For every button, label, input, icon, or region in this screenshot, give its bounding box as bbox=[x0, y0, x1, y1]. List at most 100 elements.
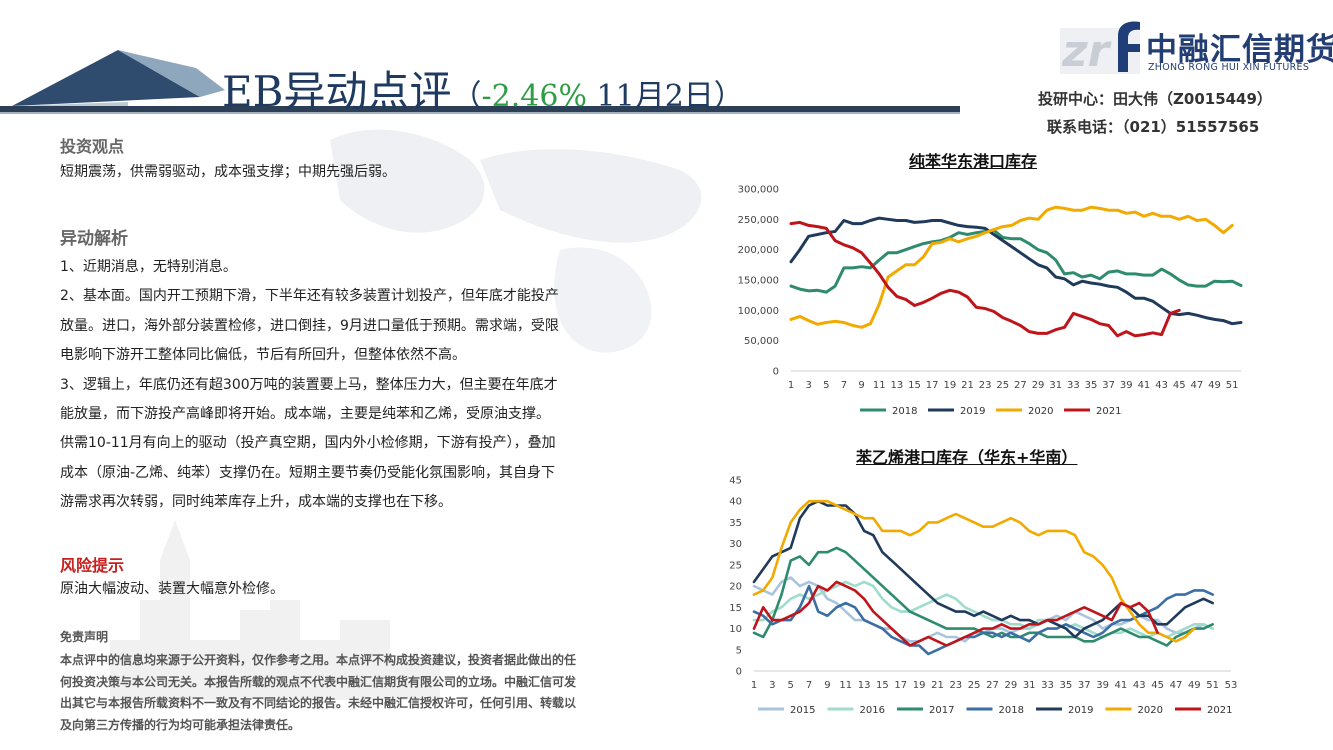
series-line-2017 bbox=[752, 546, 1214, 647]
analysis-line: 电影响下游开工整体同比偏低，节后有所回升，但整体依然不高。 bbox=[60, 347, 466, 364]
x-tick-label: 11 bbox=[839, 680, 852, 691]
x-tick-label: 3 bbox=[805, 380, 811, 391]
legend-label-2020: 2020 bbox=[1138, 705, 1163, 716]
svg-text:zr: zr bbox=[1062, 26, 1112, 76]
x-tick-label: 23 bbox=[949, 680, 962, 691]
disclaimer-line: 何投资决策与本公司无关。本报告所载的观点不代表中融汇信期货有限公司的立场。中融汇… bbox=[60, 674, 577, 689]
y-tick-label: 250,000 bbox=[738, 215, 779, 226]
series-line-2021 bbox=[752, 580, 1159, 647]
analysis-line: 2、基本面。国内开工预期下滑，下半年还有较多装置计划投产，但年底才能投产 bbox=[60, 288, 559, 305]
analysis-line: 3、逻辑上，年底仍还有超300万吨的装置要上马，整体压力大，但主要在年底才 bbox=[60, 376, 558, 393]
series-line-2019 bbox=[752, 499, 1214, 639]
x-tick-label: 51 bbox=[1226, 380, 1239, 391]
x-tick-label: 9 bbox=[858, 380, 864, 391]
x-tick-label: 21 bbox=[961, 380, 974, 391]
x-tick-label: 3 bbox=[769, 680, 775, 691]
y-tick-label: 25 bbox=[729, 560, 742, 571]
analysis-line: 1、近期消息，无特别消息。 bbox=[60, 259, 237, 275]
x-tick-label: 37 bbox=[1102, 380, 1115, 391]
legend-label-2015: 2015 bbox=[790, 705, 815, 716]
series-line-2020 bbox=[752, 499, 1196, 643]
x-tick-label: 43 bbox=[1155, 380, 1168, 391]
x-tick-label: 25 bbox=[996, 380, 1009, 391]
investment-view-text: 短期震荡，供需弱驱动，成本强支撑；中期先强后弱。 bbox=[60, 164, 396, 180]
x-tick-label: 17 bbox=[894, 680, 907, 691]
analysis-line: 游需求再次转弱，同时纯苯库存上升，成本端的支撑也在下移。 bbox=[60, 494, 452, 511]
phone-info: 联系电话：（021）51557565 bbox=[1047, 118, 1260, 136]
series-line-2019 bbox=[789, 216, 1243, 326]
x-tick-label: 47 bbox=[1191, 380, 1204, 391]
styrene-chart-title: 苯乙烯港口库存（华东+华南） bbox=[856, 448, 1078, 467]
analysis-line: 供需10-11月有向上的驱动（投产真空期，国内外小检修期，下游有投产），叠加 bbox=[60, 435, 556, 452]
x-tick-label: 1 bbox=[788, 380, 794, 391]
series-line-2018 bbox=[789, 228, 1243, 294]
logo-english-name: ZHONG RONG HUI XIN FUTURES bbox=[1148, 62, 1310, 73]
y-tick-label: 20 bbox=[729, 582, 742, 593]
legend-label-2018: 2018 bbox=[999, 705, 1024, 716]
x-tick-label: 37 bbox=[1078, 680, 1091, 691]
x-tick-label: 17 bbox=[926, 380, 939, 391]
analysis-heading: 异动解析 bbox=[60, 229, 128, 249]
legend-label-2017: 2017 bbox=[929, 705, 954, 716]
y-tick-label: 40 bbox=[729, 497, 742, 508]
x-tick-label: 29 bbox=[1004, 680, 1017, 691]
x-tick-label: 11 bbox=[873, 380, 886, 391]
x-tick-label: 41 bbox=[1138, 380, 1151, 391]
benzene-chart-title: 纯苯华东港口库存 bbox=[909, 152, 1038, 171]
x-tick-label: 25 bbox=[968, 680, 981, 691]
y-tick-label: 5 bbox=[736, 645, 742, 656]
x-tick-label: 45 bbox=[1151, 680, 1164, 691]
company-logo-icon: zr bbox=[1062, 21, 1140, 76]
y-tick-label: 0 bbox=[736, 667, 742, 678]
disclaimer-body: 本点评中的信息均来源于公开资料，仅作参考之用。本点评不构成投资建议，投资者据此做… bbox=[60, 650, 665, 736]
x-tick-label: 21 bbox=[931, 680, 944, 691]
x-tick-label: 19 bbox=[943, 380, 956, 391]
x-tick-label: 39 bbox=[1120, 380, 1133, 391]
y-tick-label: 100,000 bbox=[738, 306, 779, 317]
x-tick-label: 47 bbox=[1170, 680, 1183, 691]
disclaimer-line: 出其它与本报告所载资料不一致及有不同结论的报告。未经中融汇信授权许可，任何引用、… bbox=[60, 696, 577, 710]
x-tick-label: 51 bbox=[1206, 680, 1219, 691]
x-tick-label: 43 bbox=[1133, 680, 1146, 691]
benzene-inventory-chart: 0 50,000 100,000 150,000 200,000 250,000 300,0… bbox=[738, 185, 1243, 417]
legend-label-2019: 2019 bbox=[960, 406, 985, 417]
x-tick-label: 27 bbox=[1014, 380, 1027, 391]
x-tick-label: 45 bbox=[1173, 380, 1186, 391]
x-tick-label: 9 bbox=[824, 680, 830, 691]
x-tick-label: 29 bbox=[1032, 380, 1045, 391]
series-line-2021 bbox=[789, 220, 1181, 338]
logo-company-name: 中融汇信期货 bbox=[1146, 32, 1333, 68]
legend-label-2016: 2016 bbox=[860, 705, 885, 716]
x-tick-label: 41 bbox=[1115, 680, 1128, 691]
disclaimer-heading: 免责声明 bbox=[60, 630, 109, 644]
series-line-2018 bbox=[752, 584, 1214, 656]
x-tick-label: 39 bbox=[1096, 680, 1109, 691]
x-tick-label: 33 bbox=[1041, 680, 1054, 691]
analysis-body: 1、近期消息，无特别消息。 2、基本面。国内开工预期下滑，下半年还有较多装置计划… bbox=[60, 253, 660, 518]
y-tick-label: 30 bbox=[729, 539, 742, 550]
legend-label-2018: 2018 bbox=[892, 406, 917, 417]
y-tick-label: 45 bbox=[729, 476, 742, 487]
x-tick-label: 15 bbox=[876, 680, 889, 691]
x-tick-label: 13 bbox=[891, 380, 904, 391]
x-tick-label: 5 bbox=[823, 380, 829, 391]
y-tick-label: 200,000 bbox=[738, 245, 779, 256]
analyst-info: 投研中心：田大伟（Z0015449） bbox=[1038, 90, 1272, 108]
series-line-2020 bbox=[789, 205, 1234, 329]
x-tick-label: 7 bbox=[841, 380, 847, 391]
x-tick-label: 49 bbox=[1188, 680, 1201, 691]
disclaimer-line: 及向第三方传播的行为均可能承担法律责任。 bbox=[60, 717, 301, 732]
y-tick-label: 50,000 bbox=[744, 336, 779, 347]
legend-label-2021: 2021 bbox=[1096, 406, 1121, 417]
analysis-line: 成本（原油-乙烯、纯苯）支撑仍在。短期主要节奏仍受能化氛围影响，其自身下 bbox=[60, 464, 556, 481]
x-tick-label: 5 bbox=[788, 680, 794, 691]
disclaimer-line: 本点评中的信息均来源于公开资料，仅作参考之用。本点评不构成投资建议，投资者据此做… bbox=[60, 653, 577, 667]
analysis-line: 放量。进口，海外部分装置检修，进口倒挂，9月进口量低于预期。需求端，受限 bbox=[60, 317, 559, 334]
page-title: EB异动点评（-2.46% 11月2日） bbox=[222, 67, 744, 116]
legend-label-2021: 2021 bbox=[1207, 705, 1232, 716]
x-tick-label: 49 bbox=[1208, 380, 1221, 391]
x-tick-label: 31 bbox=[1023, 680, 1036, 691]
investment-view-heading: 投资观点 bbox=[60, 137, 125, 156]
